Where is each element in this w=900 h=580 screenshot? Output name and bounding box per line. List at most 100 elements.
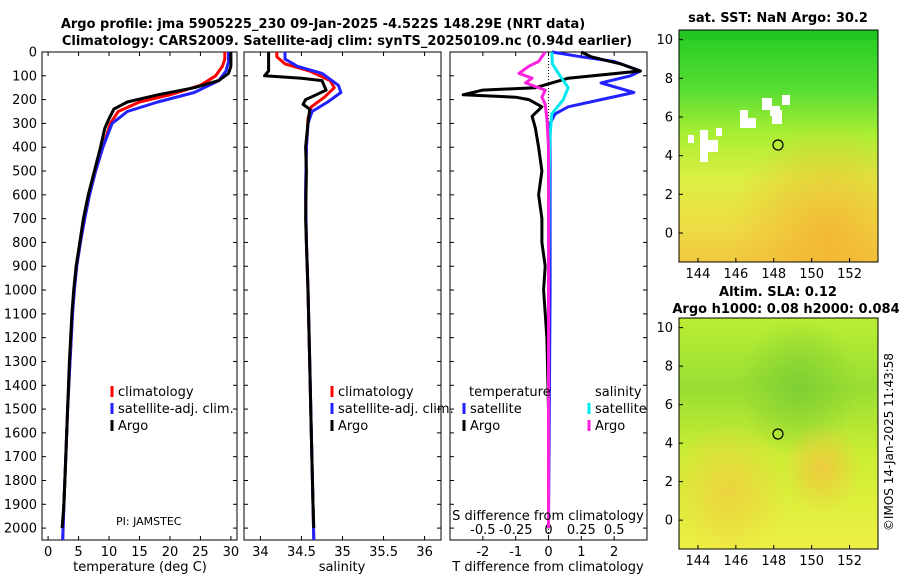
temperature-legend: climatology satellite-adj. clim. Argo (110, 385, 234, 434)
x-tick-label: -1 (509, 545, 522, 560)
sla-map-title: Altim. SLA: 0.12 (719, 285, 837, 300)
legend-title-salinity: salinity (595, 385, 642, 400)
map-x-tick-label: 148 (761, 554, 786, 569)
y-tick-label: 800 (12, 236, 37, 251)
salinity-xlabel: salinity (319, 560, 366, 575)
x-tick-label: 36 (416, 545, 433, 560)
x-tick-label: 20 (162, 545, 179, 560)
legend-label-satellite-adj: satellite-adj. clim. (118, 402, 234, 417)
salinity-legend: climatology satellite-adj. clim. Argo (330, 385, 454, 434)
map-x-tick-label: 150 (799, 554, 824, 569)
x-tick-label: 2 (610, 545, 618, 560)
map-y-tick-label: 4 (665, 149, 673, 164)
map-y-tick-label: 0 (665, 514, 673, 529)
legend-label-argo: Argo (338, 419, 368, 434)
map-y-tick-label: 10 (656, 33, 673, 48)
s-tick-label: 0.5 (604, 523, 625, 538)
y-tick-label: 100 (12, 69, 37, 84)
y-tick-label: 300 (12, 117, 37, 132)
y-tick-label: 600 (12, 188, 37, 203)
y-tick-label: 1000 (4, 284, 37, 299)
x-tick-label: 5 (74, 545, 82, 560)
temperature-axes (41, 51, 238, 541)
map-y-tick-label: 6 (665, 398, 673, 413)
x-tick-label: 25 (192, 545, 209, 560)
map-x-tick-label: 146 (723, 267, 748, 282)
imos-watermark: ©IMOS 14-Jan-2025 11:43:58 (882, 353, 896, 531)
temperature-plot: 0100200300400500600700800900100011001200… (4, 46, 239, 561)
y-tick-label: 400 (12, 141, 37, 156)
x-tick-label: 15 (131, 545, 148, 560)
x-tick-label: 0 (44, 545, 52, 560)
legend-label-satellite-adj: satellite-adj. clim. (338, 402, 454, 417)
difference-legend: temperature satellite Argo salinity sate… (462, 385, 647, 434)
map-x-tick-label: 152 (837, 554, 862, 569)
map-x-tick-label: 150 (799, 267, 824, 282)
legend-label-argo: Argo (118, 419, 148, 434)
x-tick-label: 0 (544, 545, 552, 560)
sst-frame (678, 29, 879, 263)
s-difference-xlabel: S difference from climatology (452, 509, 644, 524)
sla-map-axes: 144 146 148 150 152 0 2 4 6 8 10 (656, 321, 862, 569)
x-tick-label: 35 (334, 545, 351, 560)
t-difference-xlabel: T difference from climatology (451, 560, 644, 575)
series-line-argo (60, 52, 233, 529)
s-tick-label: 0 (544, 523, 552, 538)
map-y-tick-label: 8 (665, 72, 673, 87)
s-tick-label: -0.25 (499, 523, 533, 538)
sst-argo-marker (772, 139, 784, 151)
sst-missing-data (688, 95, 790, 162)
s-tick-label: -0.5 (470, 523, 495, 538)
sla-map-title2: Argo h1000: 0.08 h2000: 0.084 (672, 302, 899, 317)
legend-title-temperature: temperature (469, 385, 551, 400)
y-tick-label: 1200 (4, 331, 37, 346)
x-tick-label: 34 (252, 545, 269, 560)
y-tick-label: 1700 (4, 450, 37, 465)
y-tick-label: 0 (29, 46, 37, 61)
legend-label-t-argo: Argo (470, 419, 500, 434)
series-line-s-argo (517, 51, 550, 529)
y-tick-label: 900 (12, 260, 37, 275)
figure-title-line2: Climatology: CARS2009. Satellite-adj cli… (62, 34, 632, 49)
y-tick-label: 1500 (4, 403, 37, 418)
x-tick-label: -2 (476, 545, 489, 560)
y-tick-label: 700 (12, 212, 37, 227)
legend-label-s-satellite: satellite (595, 402, 647, 417)
y-tick-label: 500 (12, 165, 37, 180)
sst-map-title: sat. SST: NaN Argo: 30.2 (688, 11, 868, 26)
y-tick-label: 1100 (4, 307, 37, 322)
x-tick-label: 35.5 (369, 545, 398, 560)
map-y-tick-label: 0 (665, 227, 673, 242)
pi-label: PI: JAMSTEC (116, 515, 182, 528)
temperature-xlabel: temperature (deg C) (73, 560, 207, 575)
map-y-tick-label: 10 (656, 321, 673, 336)
x-tick-label: 1 (577, 545, 585, 560)
salinity-axes (243, 51, 442, 541)
y-tick-label: 1400 (4, 379, 37, 394)
sst-map-axes: 144 146 148 150 152 0 2 4 6 8 10 (656, 33, 862, 282)
sla-map (678, 317, 879, 550)
sla-argo-marker (772, 428, 784, 440)
series-line-t-argo (461, 50, 642, 529)
legend-label-s-argo: Argo (595, 419, 625, 434)
series-line-argo (263, 52, 328, 529)
map-y-tick-label: 6 (665, 111, 673, 126)
sst-map (678, 29, 879, 263)
figure-title-line1: Argo profile: jma 5905225_230 09-Jan-202… (61, 17, 585, 32)
x-tick-label: 34.5 (287, 545, 316, 560)
legend-label-climatology: climatology (118, 385, 194, 400)
s-tick-label: 0.25 (567, 523, 596, 538)
map-y-tick-label: 2 (665, 475, 673, 490)
salinity-plot: 34 34.5 35 35.5 36 (244, 51, 441, 560)
y-tick-label: 1300 (4, 355, 37, 370)
map-y-tick-label: 4 (665, 437, 673, 452)
y-tick-label: 1600 (4, 426, 37, 441)
map-x-tick-label: 144 (686, 554, 711, 569)
x-tick-label: 30 (223, 545, 240, 560)
map-y-tick-label: 2 (665, 188, 673, 203)
map-x-tick-label: 152 (837, 267, 862, 282)
series-line-t-satellite (547, 50, 642, 529)
map-x-tick-label: 146 (723, 554, 748, 569)
sst-cool-band (679, 30, 878, 40)
